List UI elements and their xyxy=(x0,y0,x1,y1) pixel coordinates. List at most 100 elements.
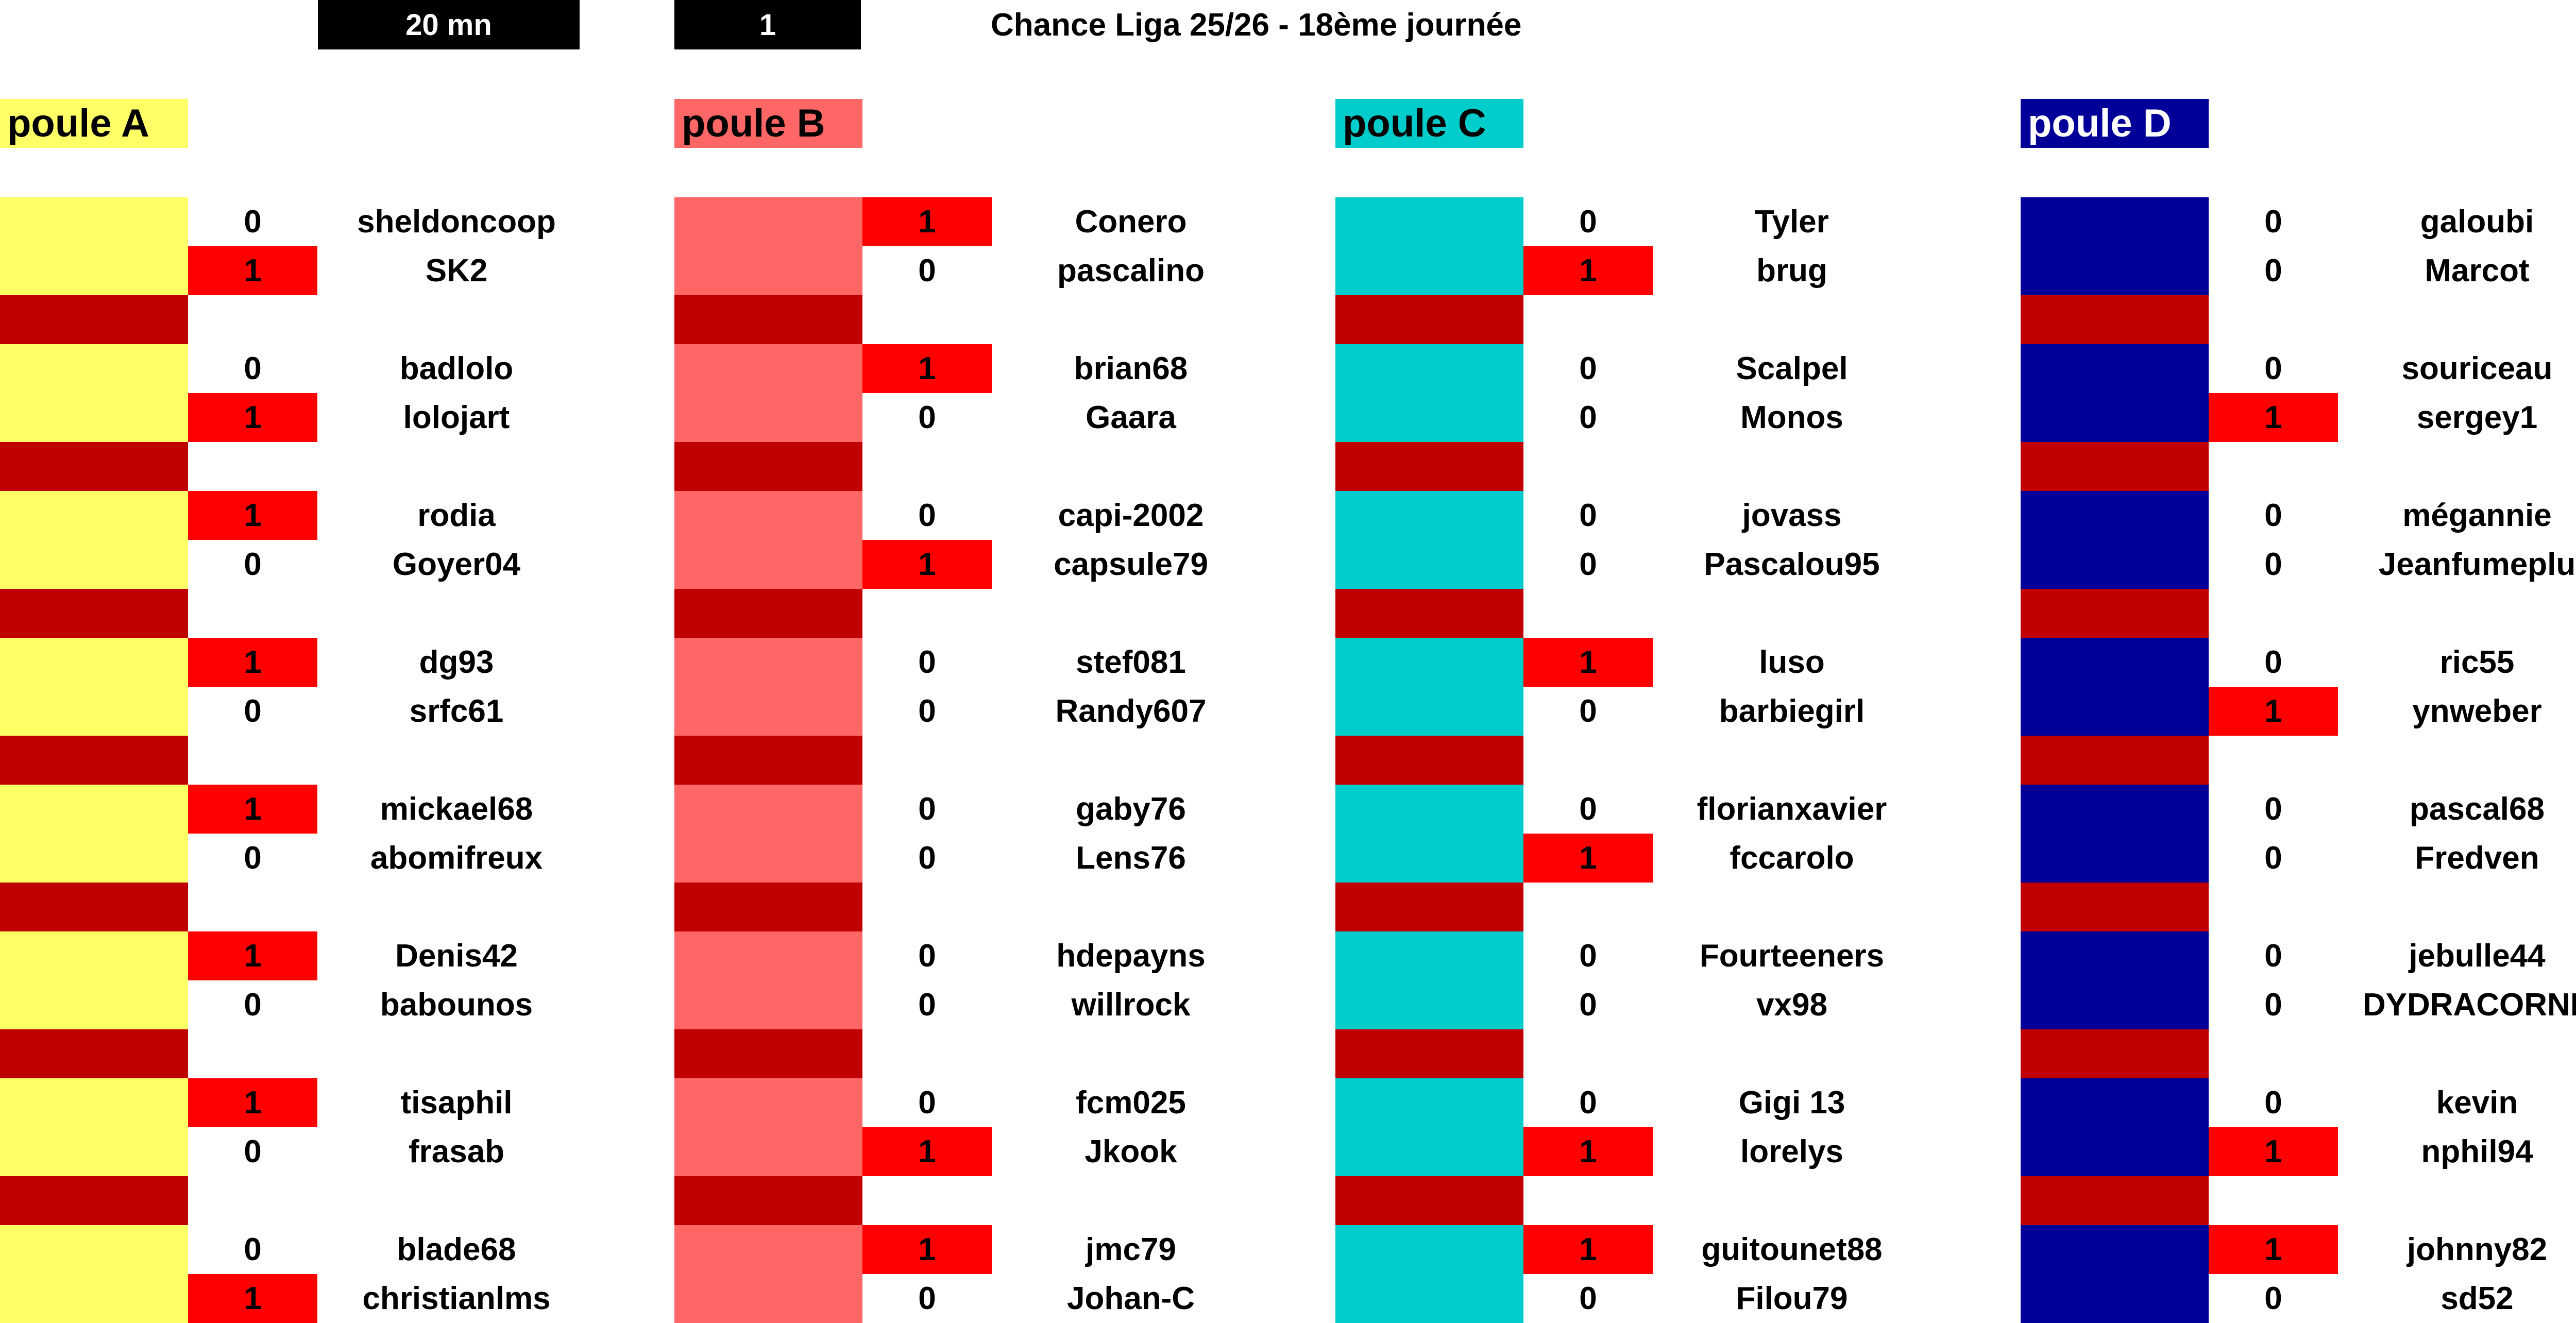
player-name: Monos xyxy=(1740,400,1843,435)
match-separator xyxy=(0,1176,188,1225)
pool-strip-cell xyxy=(674,393,862,442)
player-name: pascal68 xyxy=(2410,791,2545,827)
pool-strip-cell xyxy=(0,540,188,589)
pool-strip-cell xyxy=(2021,540,2209,589)
player-name: souriceau xyxy=(2401,351,2553,386)
pool-strip-cell xyxy=(0,491,188,540)
player-name: galoubi xyxy=(2420,204,2534,240)
player-score: 0 xyxy=(2264,351,2282,386)
pool-strip-cell xyxy=(674,980,862,1029)
pool-strip-cell xyxy=(2021,687,2209,736)
player-score: 0 xyxy=(2264,1281,2282,1316)
player-score: 1 xyxy=(188,1078,317,1127)
pool-strip-cell xyxy=(0,1078,188,1127)
pool-strip-cell xyxy=(2021,834,2209,883)
player-name: christianlms xyxy=(362,1281,551,1316)
player-score: 1 xyxy=(188,393,317,442)
pool-strip-cell xyxy=(1335,980,1523,1029)
pool-strip-cell xyxy=(1335,1225,1523,1274)
match-separator xyxy=(674,1029,862,1078)
pool-strip-cell xyxy=(674,491,862,540)
player-name: srfc61 xyxy=(409,693,504,729)
pool-strip-cell xyxy=(2021,1078,2209,1127)
pool-strip-cell xyxy=(2021,246,2209,295)
player-score: 1 xyxy=(1523,638,1653,687)
player-score: 1 xyxy=(2209,687,2338,736)
player-name: jmc79 xyxy=(1086,1232,1176,1267)
player-score: 1 xyxy=(188,638,317,687)
player-score: 0 xyxy=(918,987,936,1023)
player-score: 1 xyxy=(1523,834,1653,883)
player-score: 0 xyxy=(244,987,262,1023)
player-name: mickael68 xyxy=(380,791,533,827)
match-separator xyxy=(0,589,188,638)
player-name: mégannie xyxy=(2402,498,2552,533)
player-name: Scalpel xyxy=(1736,351,1848,386)
match-separator xyxy=(1335,1029,1523,1078)
player-score: 0 xyxy=(244,351,262,386)
pool-strip-cell xyxy=(0,687,188,736)
player-name: Goyer04 xyxy=(392,547,521,582)
pool-strip-cell xyxy=(674,1078,862,1127)
match-separator xyxy=(674,295,862,344)
player-score: 0 xyxy=(918,840,936,876)
player-name: Jkook xyxy=(1084,1134,1177,1169)
player-name: blade68 xyxy=(397,1232,516,1267)
pool-strip-cell xyxy=(2021,785,2209,834)
player-score: 1 xyxy=(862,1225,992,1274)
pool-strip-cell xyxy=(674,638,862,687)
player-name: frasab xyxy=(408,1134,505,1169)
player-score: 1 xyxy=(2209,1127,2338,1176)
match-separator xyxy=(2021,589,2209,638)
match-separator xyxy=(1335,589,1523,638)
player-score: 0 xyxy=(2264,644,2282,680)
player-name: Pascalou95 xyxy=(1704,547,1880,582)
pool-strip-cell xyxy=(1335,638,1523,687)
player-name: brug xyxy=(1756,253,1827,289)
pool-strip-cell xyxy=(674,1127,862,1176)
pool-strip-cell xyxy=(0,931,188,980)
pool-strip-cell xyxy=(0,1274,188,1323)
player-score: 0 xyxy=(2264,253,2282,289)
match-separator xyxy=(2021,736,2209,785)
player-name: lolojart xyxy=(403,400,510,435)
player-score: 0 xyxy=(244,1134,262,1169)
player-score: 1 xyxy=(862,197,992,246)
pool-strip-cell xyxy=(2021,1127,2209,1176)
player-score: 1 xyxy=(188,931,317,980)
player-score: 0 xyxy=(2264,791,2282,827)
pool-strip-cell xyxy=(1335,540,1523,589)
match-separator xyxy=(2021,1176,2209,1225)
player-name: Fourteeners xyxy=(1699,938,1885,974)
pool-strip-cell xyxy=(674,1274,862,1323)
player-name: ynweber xyxy=(2412,693,2542,729)
pool-strip-cell xyxy=(0,834,188,883)
match-separator xyxy=(0,883,188,931)
pool-strip-cell xyxy=(674,344,862,393)
player-score: 0 xyxy=(2264,987,2282,1023)
pool-strip-cell xyxy=(1335,491,1523,540)
player-score: 0 xyxy=(1579,938,1597,974)
pool-strip-cell xyxy=(2021,491,2209,540)
player-score: 0 xyxy=(244,693,262,729)
pool-strip-cell xyxy=(674,834,862,883)
match-separator xyxy=(674,589,862,638)
player-name: pascalino xyxy=(1057,253,1205,289)
player-score: 1 xyxy=(1523,1225,1653,1274)
player-score: 1 xyxy=(1523,1127,1653,1176)
player-name: johnny82 xyxy=(2406,1232,2548,1267)
player-score: 0 xyxy=(918,253,936,289)
player-score: 0 xyxy=(1579,791,1597,827)
pool-strip-cell xyxy=(674,540,862,589)
player-score: 0 xyxy=(1579,547,1597,582)
player-name: jebulle44 xyxy=(2409,938,2546,974)
player-name: capsule79 xyxy=(1054,547,1208,582)
pool-strip-cell xyxy=(2021,344,2209,393)
player-name: kevin xyxy=(2436,1085,2518,1121)
player-score: 0 xyxy=(918,400,936,435)
pool-strip-cell xyxy=(2021,1274,2209,1323)
player-score: 0 xyxy=(2264,547,2282,582)
pool-strip-cell xyxy=(2021,1225,2209,1274)
player-name: Marcot xyxy=(2425,253,2530,289)
player-name: Tyler xyxy=(1755,204,1829,240)
